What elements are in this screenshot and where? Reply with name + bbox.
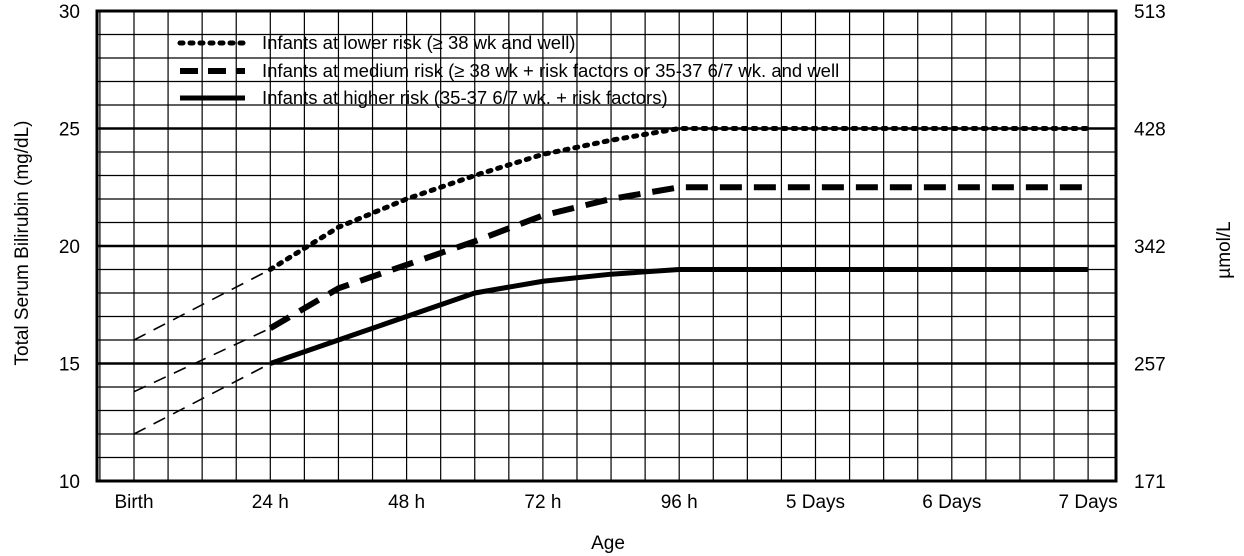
y-tick-label: 20 bbox=[59, 237, 80, 258]
series-lines bbox=[133, 126, 1091, 435]
grid bbox=[97, 11, 1116, 481]
y2-tick-label: 513 bbox=[1134, 2, 1166, 23]
x-tick-label: 6 Days bbox=[922, 492, 981, 513]
y2-tick-label: 342 bbox=[1134, 237, 1166, 258]
x-tick-label: 7 Days bbox=[1059, 492, 1118, 513]
series-extrapolation bbox=[133, 362, 271, 435]
series-line-dashed bbox=[268, 184, 1089, 331]
x-tick-label: 24 h bbox=[252, 492, 289, 513]
x-tick-label: Birth bbox=[114, 492, 153, 513]
series-extrapolation bbox=[133, 268, 271, 341]
y-tick-label: 25 bbox=[59, 120, 80, 141]
y-tick-label: 15 bbox=[59, 355, 80, 376]
series-extrapolation bbox=[133, 327, 271, 393]
x-tick-label: 72 h bbox=[524, 492, 561, 513]
legend-label: Infants at higher risk (35-37 6/7 wk. + … bbox=[262, 87, 668, 108]
y2-tick-label: 257 bbox=[1134, 355, 1166, 376]
legend-label: Infants at medium risk (≥ 38 wk + risk f… bbox=[262, 60, 839, 81]
y-tick-label: 30 bbox=[59, 2, 80, 23]
legend: Infants at lower risk (≥ 38 wk and well)… bbox=[177, 32, 839, 108]
y-tick-label: 10 bbox=[59, 472, 80, 493]
x-tick-label: 96 h bbox=[661, 492, 698, 513]
series-line-dotted bbox=[267, 126, 1091, 272]
series-line-solid bbox=[269, 267, 1089, 366]
y2-tick-label: 428 bbox=[1134, 120, 1166, 141]
y2-tick-label: 171 bbox=[1134, 472, 1166, 493]
y-axis-title: Total Serum Bilirubin (mg/dL) bbox=[12, 121, 33, 366]
x-tick-label: 48 h bbox=[388, 492, 425, 513]
x-tick-label: 5 Days bbox=[786, 492, 845, 513]
plot-frame bbox=[95, 9, 1118, 483]
legend-label: Infants at lower risk (≥ 38 wk and well) bbox=[262, 32, 575, 53]
axis-ticks: 10 171 15 257 20 342 25 428 30 513 Birth 24 h 48 h 72… bbox=[59, 2, 1166, 513]
y2-axis-title: µmol/L bbox=[1214, 221, 1235, 278]
x-axis-title: Age bbox=[591, 533, 625, 554]
